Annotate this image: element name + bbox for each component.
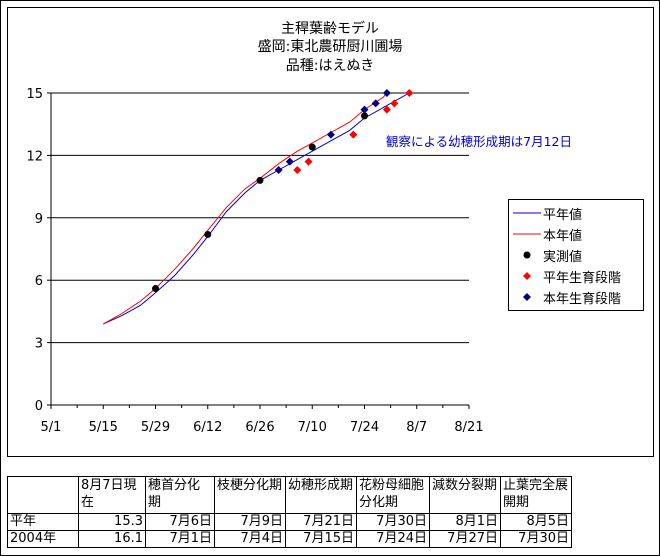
x-tick-label: 5/15	[89, 420, 118, 435]
table-cell: 平年	[7, 513, 79, 531]
legend-label-observed: 実測値	[543, 250, 583, 265]
table-cell: 7月6日	[145, 513, 215, 531]
table-cell: 7月24日	[356, 530, 430, 548]
table-header-cell	[7, 476, 79, 514]
x-tick-label: 6/12	[193, 420, 222, 435]
table-header-cell: 枝梗分化期	[214, 476, 286, 514]
normal-stage-point	[382, 105, 391, 114]
legend-item-normal-stage: 平年生育段階	[509, 266, 643, 286]
current-stage-point	[326, 130, 335, 139]
normal-stage-diamond-icon	[523, 272, 531, 280]
x-tick-label: 6/26	[245, 420, 274, 435]
observed-point	[152, 285, 159, 293]
table-row: 平年 15.3 7月6日 7月9日 7月21日 7月30日 8月1日 8月5日	[7, 513, 572, 531]
table-cell: 16.1	[78, 530, 146, 548]
observed-point	[308, 143, 316, 151]
x-tick-label: 8/21	[454, 420, 483, 435]
table-cell: 8月1日	[429, 513, 501, 531]
normal-line	[103, 92, 410, 325]
x-tick-label: 8/7	[406, 420, 427, 435]
normal-stage-point	[304, 157, 313, 166]
y-tick-label: 9	[35, 212, 43, 227]
table-header-cell: 穂首分化期	[145, 476, 215, 514]
table-header-row: 8月7日現在 穂首分化期 枝梗分化期 幼穂形成期 花粉母細胞分化期 減数分裂期 …	[7, 476, 572, 514]
panicle-initiation-note: 観察による幼穂形成期は7月12日	[386, 134, 572, 149]
x-tick-label: 5/29	[141, 420, 170, 435]
table-cell: 8月5日	[500, 513, 572, 531]
normal-stage-point	[293, 165, 302, 174]
table-cell: 7月1日	[145, 530, 215, 548]
current-line	[103, 92, 388, 325]
observed-dot-icon	[523, 251, 531, 259]
table-cell: 7月27日	[429, 530, 501, 548]
y-tick-label: 15	[26, 87, 43, 102]
observed-point	[256, 176, 264, 184]
current-stage-point	[274, 165, 283, 174]
legend-item-current-stage: 本年生育段階	[509, 287, 643, 307]
x-tick-label: 7/24	[350, 420, 379, 435]
current-stage-point	[285, 157, 294, 166]
legend-label-current-stage: 本年生育段階	[543, 292, 622, 307]
table-cell: 7月21日	[285, 513, 357, 531]
legend-item-current: 本年値	[509, 224, 643, 244]
normal-stage-point	[349, 130, 358, 139]
table-cell: 7月9日	[214, 513, 286, 531]
current-stage-diamond-icon	[523, 293, 531, 301]
table-cell: 2004年	[7, 530, 79, 548]
chart-subtitle-variety: 品種:はえぬき	[285, 58, 375, 74]
table-row: 2004年 16.1 7月1日 7月4日 7月15日 7月24日 7月27日 7…	[7, 530, 572, 548]
legend-item-observed: 実測値	[509, 245, 643, 265]
table-header-cell: 減数分裂期	[429, 476, 501, 514]
y-tick-label: 6	[35, 274, 43, 289]
table-cell: 7月30日	[500, 530, 572, 548]
legend-label-current: 本年値	[543, 229, 583, 244]
table-cell: 7月4日	[214, 530, 286, 548]
current-stage-point	[382, 89, 391, 97]
current-stage-point	[371, 99, 380, 108]
y-tick-label: 0	[35, 399, 43, 414]
normal-stage-point	[390, 99, 399, 108]
chart-legend: 平年値 本年値 実測値 平年生育段階 本年生育段階	[508, 199, 644, 311]
table-cell: 7月15日	[285, 530, 357, 548]
table-header-cell: 止葉完全展開期	[500, 476, 572, 514]
table-cell: 7月30日	[356, 513, 430, 531]
observed-point	[361, 112, 368, 120]
normal-stage-point	[405, 89, 414, 97]
legend-label-normal-stage: 平年生育段階	[543, 271, 622, 286]
normal-line-icon	[513, 212, 541, 214]
y-tick-label: 3	[35, 337, 43, 352]
legend-item-normal: 平年値	[509, 203, 643, 223]
table-cell: 15.3	[78, 513, 146, 531]
chart-title: 主稈葉齢モデル	[281, 21, 379, 37]
current-line-icon	[513, 233, 541, 235]
table-header-cell: 花粉母細胞分化期	[356, 476, 430, 514]
chart-subtitle-location: 盛岡:東北農研厨川圃場	[257, 39, 403, 55]
y-tick-label: 12	[26, 149, 43, 164]
x-tick-label: 7/10	[298, 420, 327, 435]
legend-label-normal: 平年値	[543, 208, 583, 223]
table-header-cell: 8月7日現在	[78, 476, 146, 514]
table-header-cell: 幼穂形成期	[285, 476, 357, 514]
x-tick-label: 5/1	[41, 420, 62, 435]
current-stage-point	[360, 105, 369, 114]
observed-point	[204, 230, 212, 238]
growth-stage-table: 8月7日現在 穂首分化期 枝梗分化期 幼穂形成期 花粉母細胞分化期 減数分裂期 …	[7, 476, 572, 548]
